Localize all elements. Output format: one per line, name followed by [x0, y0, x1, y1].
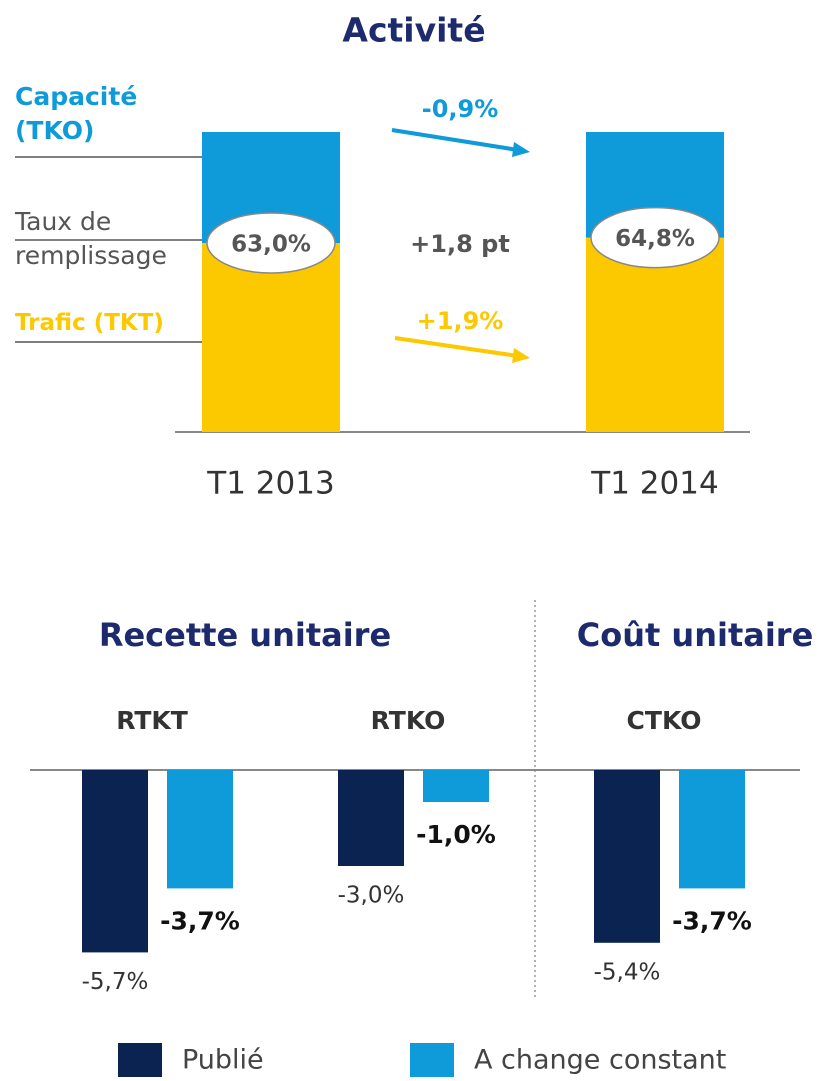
- x-tick-label: T1 2014: [590, 466, 718, 502]
- arrow-head: [512, 348, 530, 363]
- bar: [82, 770, 148, 953]
- change-label: +1,8 pt: [410, 230, 510, 258]
- value-label: 63,0%: [231, 232, 311, 258]
- value-label: -3,0%: [338, 883, 405, 909]
- arrow: [394, 336, 519, 358]
- arrow: [391, 128, 519, 152]
- fill-rate-badge: [590, 206, 720, 269]
- fill-rate-badge: [206, 212, 336, 274]
- group-title: Coût unitaire: [577, 616, 814, 654]
- capacity-label: Capacité (TKO): [15, 82, 138, 145]
- x-tick-label: T1 2013: [206, 466, 334, 502]
- bar: [167, 770, 233, 889]
- category-label: RTKT: [116, 706, 188, 735]
- fill-rate-label: Taux de remplissage: [15, 207, 167, 270]
- change-label: +1,9%: [417, 307, 504, 335]
- legend-label: A change constant: [474, 1045, 726, 1076]
- traffic-bar: [586, 237, 724, 432]
- category-label: CTKO: [627, 706, 702, 735]
- value-label: -3,7%: [672, 906, 752, 935]
- value-label: -3,7%: [160, 906, 240, 935]
- legend-label: Publié: [182, 1045, 264, 1076]
- change-label: -0,9%: [422, 95, 499, 123]
- arrow-head: [512, 142, 530, 157]
- bar: [679, 770, 745, 889]
- group-title: Recette unitaire: [99, 616, 391, 654]
- bar: [338, 770, 404, 866]
- chart-title: Activité: [342, 11, 485, 50]
- category-label: RTKO: [371, 706, 446, 735]
- bar: [423, 770, 489, 802]
- legend-swatch: [118, 1043, 162, 1077]
- traffic-bar: [202, 243, 340, 432]
- value-label: -5,7%: [82, 969, 149, 995]
- legend-swatch: [410, 1043, 454, 1077]
- value-label: -1,0%: [416, 820, 496, 849]
- value-label: 64,8%: [615, 226, 695, 252]
- traffic-label: Trafic (TKT): [15, 310, 164, 336]
- value-label: -5,4%: [594, 959, 661, 985]
- bar: [594, 770, 660, 943]
